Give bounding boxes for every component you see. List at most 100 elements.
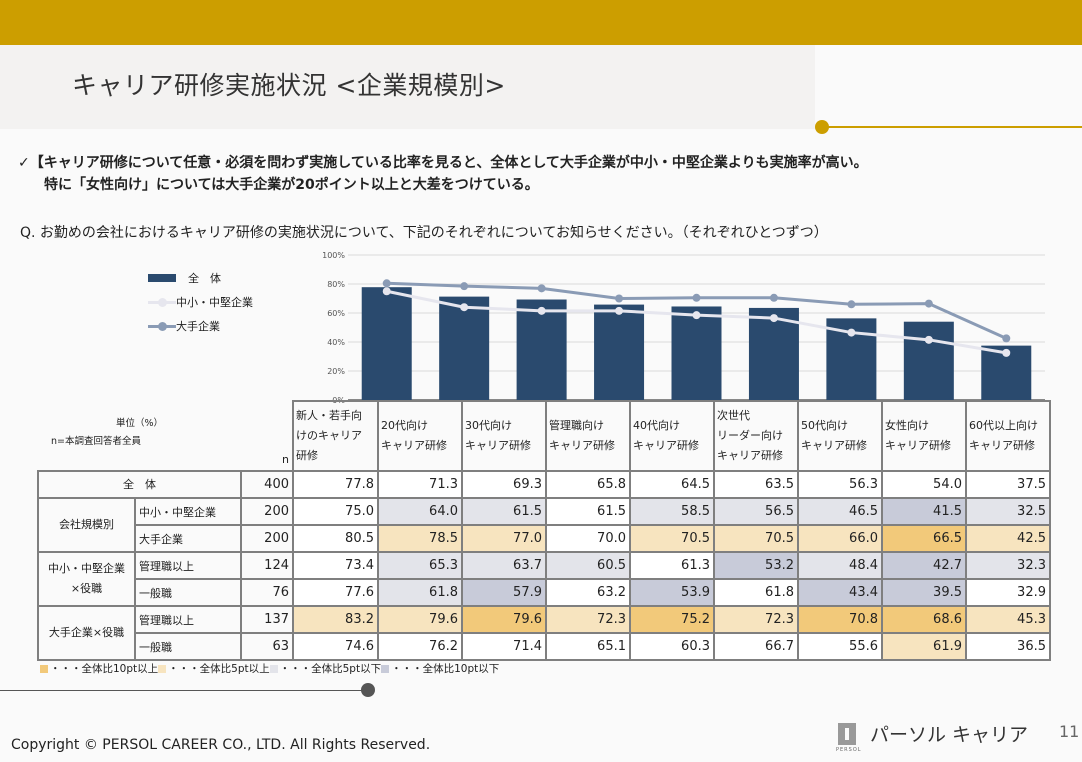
bar-total xyxy=(439,296,490,400)
cell-value: 74.6 xyxy=(292,632,379,661)
persol-logo-icon xyxy=(838,722,856,745)
cell-value: 75.0 xyxy=(292,497,379,526)
row-group-label-line: 中小・中堅企業 xyxy=(48,562,125,575)
cell-value: 68.6 xyxy=(881,605,967,634)
table-row: 大手企業×役職 管理職以上 137 83.2 79.6 79.6 72.3 75.2 72.3 7… xyxy=(37,605,1051,661)
shade-swatch xyxy=(269,664,278,673)
row-group-label: 大手企業×役職 xyxy=(37,605,136,661)
cell-value: 61.8 xyxy=(377,578,463,607)
column-header: 女性向け キャリア研修 xyxy=(881,400,967,472)
column-header: 次世代 リーダー向け キャリア研修 xyxy=(713,400,799,472)
data-table: 単位（%） n=本調査回答者全員 n 新人・若手向 けのキャリア 研修 20代向け キャリア研… xyxy=(37,400,1051,661)
y-tick-label: 20% xyxy=(327,367,345,376)
cell-value: 37.5 xyxy=(965,470,1051,499)
n-value: 400 xyxy=(240,470,294,499)
cell-value: 58.5 xyxy=(629,497,715,526)
column-header-line: 50代向け xyxy=(801,419,848,432)
row-label: 大手企業 xyxy=(134,524,242,553)
cell-value: 32.9 xyxy=(965,578,1051,607)
column-header-line: キャリア研修 xyxy=(717,449,783,462)
cell-value: 83.2 xyxy=(292,605,379,634)
point-sme xyxy=(460,303,469,312)
column-header: 新人・若手向 けのキャリア 研修 xyxy=(292,400,379,472)
bar-total xyxy=(671,306,722,400)
column-header-line: キャリア研修 xyxy=(381,439,447,452)
title-band xyxy=(0,45,815,129)
n-value: 76 xyxy=(240,578,294,607)
cell-value: 65.1 xyxy=(545,632,631,661)
n-value: 137 xyxy=(240,605,294,634)
cell-value: 66.7 xyxy=(713,632,799,661)
column-header-line: 女性向け xyxy=(885,419,929,432)
shade-swatch xyxy=(381,664,390,673)
column-header-line: 20代向け xyxy=(381,419,428,432)
point-sme xyxy=(847,328,856,337)
shade-swatch xyxy=(158,664,167,673)
cell-value: 32.3 xyxy=(965,551,1051,580)
cell-value: 45.3 xyxy=(965,605,1051,634)
cell-value: 56.3 xyxy=(797,470,883,499)
cell-value: 71.3 xyxy=(377,470,463,499)
chart-legend: 全 体 中小・中堅企業 大手企業 xyxy=(148,266,253,338)
summary: ✓【キャリア研修について任意・必須を問わず実施している比率を見ると、全体として大… xyxy=(18,152,868,196)
persol-logo: パーソル キャリア xyxy=(838,720,1028,747)
bar-total xyxy=(361,287,412,400)
cell-value: 64.0 xyxy=(377,497,463,526)
logo-subtext: PERSOL xyxy=(836,747,862,753)
n-value: 124 xyxy=(240,551,294,580)
summary-line-1: ✓【キャリア研修について任意・必須を問わず実施している比率を見ると、全体として大… xyxy=(18,155,868,171)
bar-total xyxy=(594,304,645,400)
column-header-line: 次世代 xyxy=(717,409,750,422)
cell-value: 61.5 xyxy=(545,497,631,526)
table-row: 中小・中堅企業 ×役職 管理職以上 124 73.4 65.3 63.7 60.5 61.3 53… xyxy=(37,551,1051,607)
cell-value: 65.3 xyxy=(377,551,463,580)
column-header-line: 管理職向け xyxy=(549,419,604,432)
cell-value: 79.6 xyxy=(461,605,547,634)
row-group-label-line: 会社規模別 xyxy=(59,518,114,531)
table-row: 大手企業 200 80.5 78.5 77.0 70.0 70.5 70.5 66.0 66.5 4… xyxy=(38,524,1051,553)
row-label: 管理職以上 xyxy=(134,551,242,580)
cell-value: 60.3 xyxy=(629,632,715,661)
cell-value: 61.8 xyxy=(713,578,799,607)
point-sme xyxy=(692,311,701,320)
n-header: n xyxy=(241,401,293,472)
point-large xyxy=(847,300,856,309)
row-group-label: 会社規模別 xyxy=(37,497,136,553)
cell-value: 72.3 xyxy=(713,605,799,634)
copyright: Copyright © PERSOL CAREER CO., LTD. All … xyxy=(11,737,431,753)
footer-divider-dot xyxy=(361,683,375,697)
n-value: 200 xyxy=(240,524,294,553)
column-header: 40代向け キャリア研修 xyxy=(629,400,715,472)
cell-value: 32.5 xyxy=(965,497,1051,526)
cell-value: 63.7 xyxy=(461,551,547,580)
shade-swatch xyxy=(40,664,48,673)
point-sme xyxy=(615,306,624,315)
legend-item-sme: 中小・中堅企業 xyxy=(148,290,253,314)
column-header-line: 研修 xyxy=(296,449,318,462)
table-row: 会社規模別 中小・中堅企業 200 75.0 64.0 61.5 61.5 58.5 56.5 4… xyxy=(37,497,1051,553)
point-large xyxy=(615,294,624,303)
n-note: n=本調査回答者全員 xyxy=(51,436,141,447)
cell-value: 43.4 xyxy=(797,578,883,607)
legend-item-large: 大手企業 xyxy=(148,314,253,338)
column-header-line: 60代以上向け xyxy=(969,419,1038,432)
cell-value: 66.0 xyxy=(797,524,883,553)
column-header: 30代向け キャリア研修 xyxy=(461,400,547,472)
cell-value: 53.9 xyxy=(629,578,715,607)
y-tick-label: 100% xyxy=(322,251,345,260)
footer-divider xyxy=(0,690,368,691)
column-header: 60代以上向け キャリア研修 xyxy=(965,400,1051,472)
cell-value: 61.5 xyxy=(461,497,547,526)
table-row: 一般職 63 74.6 76.2 71.4 65.1 60.3 66.7 55.6 61.9 36.… xyxy=(38,632,1051,661)
column-header-line: キャリア研修 xyxy=(969,439,1035,452)
point-sme xyxy=(924,335,933,344)
cell-value: 77.6 xyxy=(292,578,379,607)
cell-value: 39.5 xyxy=(881,578,967,607)
cell-value: 55.6 xyxy=(797,632,883,661)
shade-key: ・・・全体比10pt以上 ・・・全体比5pt以上 ・・・全体比5pt以下 ・・・全体比… xyxy=(40,661,499,676)
cell-value: 78.5 xyxy=(377,524,463,553)
cell-value: 70.5 xyxy=(629,524,715,553)
shade-label: ・・・全体比10pt以下 xyxy=(391,663,500,675)
cell-value: 72.3 xyxy=(545,605,631,634)
row-group-label-line: 大手企業×役職 xyxy=(48,626,125,639)
